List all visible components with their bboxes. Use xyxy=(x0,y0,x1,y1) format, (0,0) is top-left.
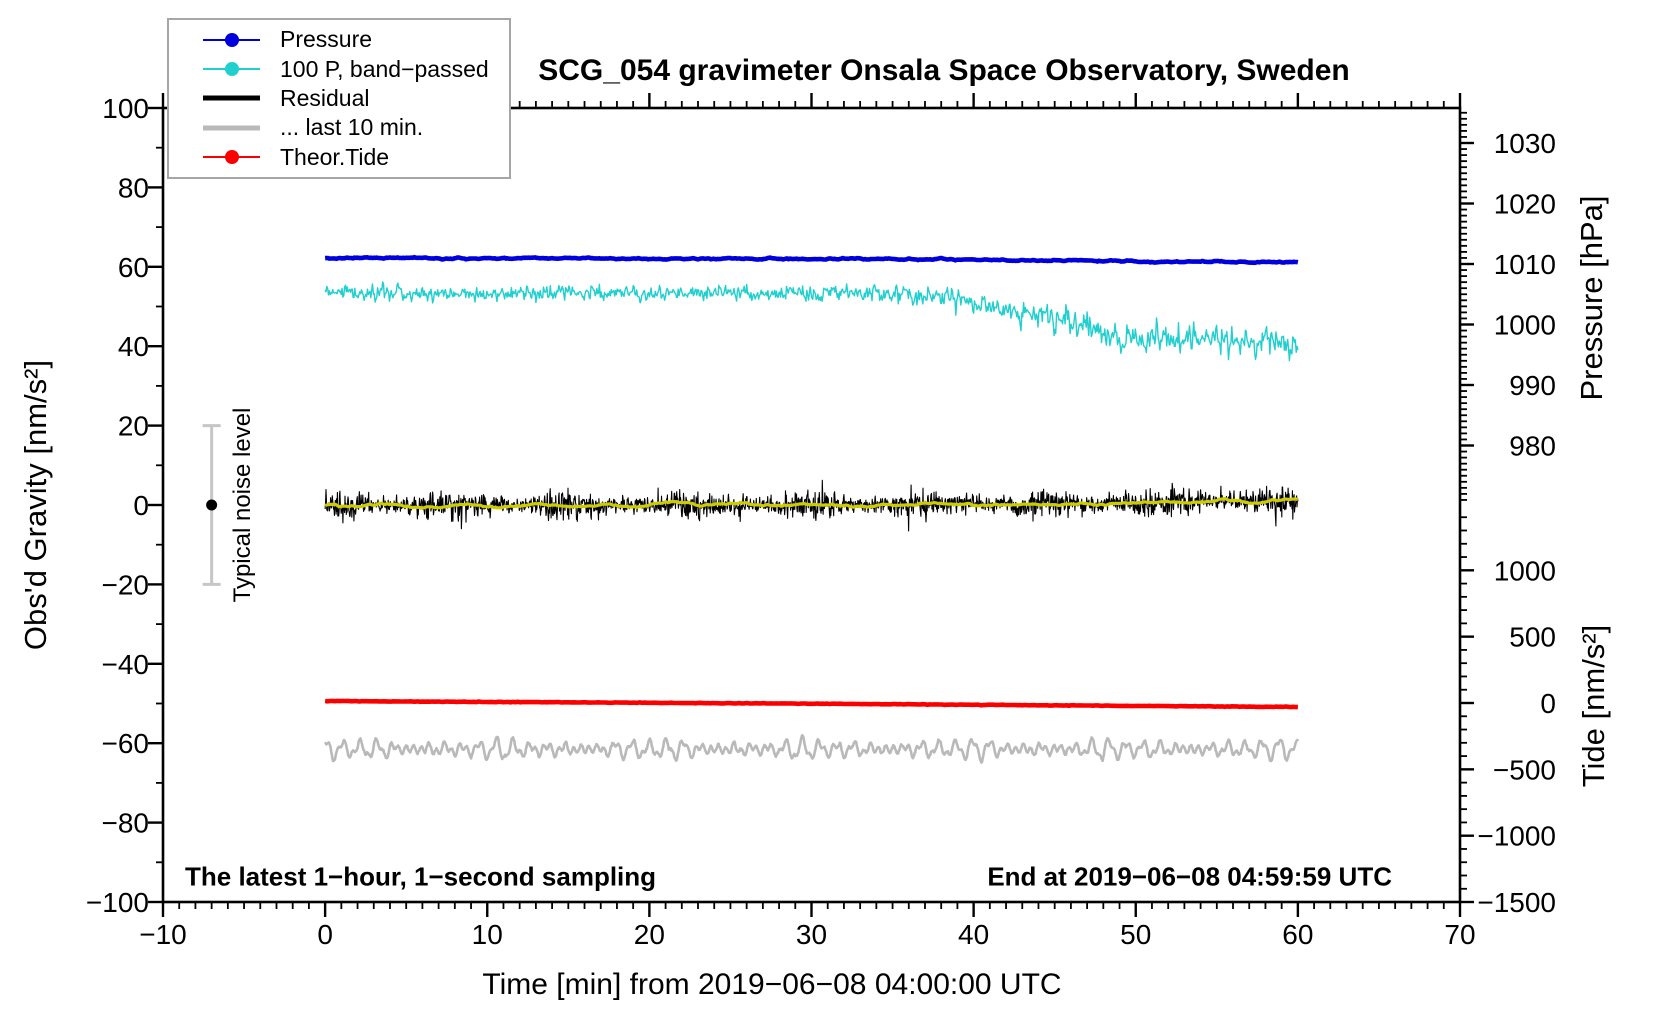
plot-frame xyxy=(161,106,1462,904)
pressure-line xyxy=(324,254,1299,266)
legend-item-band-passed: 100 P, band−passed xyxy=(169,55,509,83)
pressure-line-icon xyxy=(203,30,260,50)
tide-tick-label: −1000 xyxy=(1477,821,1556,852)
legend-item-residual: Residual xyxy=(169,84,509,112)
legend-item-label: 100 P, band−passed xyxy=(280,55,489,82)
theor-tide-line-icon xyxy=(203,147,260,167)
tide-tick-label: −500 xyxy=(1493,754,1556,785)
noise-level-label: Typical noise level xyxy=(229,407,256,603)
gravity-tick-label: 80 xyxy=(118,172,149,203)
tide-tick-label: 0 xyxy=(1540,688,1556,719)
pressure-tick-label: 980 xyxy=(1509,431,1556,462)
legend-item-pressure: Pressure xyxy=(169,26,509,54)
tide-tick-label: 1000 xyxy=(1494,555,1556,586)
pressure-tick-label: 1020 xyxy=(1494,189,1556,220)
x-tick-label: 50 xyxy=(1120,919,1151,950)
last-10-min-line-icon xyxy=(203,118,260,138)
x-tick-label: 70 xyxy=(1444,919,1475,950)
gravity-tick-label: −60 xyxy=(102,728,150,759)
x-tick-label: 30 xyxy=(796,919,827,950)
theor-tide-marker-icon xyxy=(224,150,239,165)
x-axis-title: Time [min] from 2019−06−08 04:00:00 UTC xyxy=(482,968,1062,1001)
pressure-marker-icon xyxy=(224,32,239,47)
page-title: SCG_054 gravimeter Onsala Space Observat… xyxy=(538,54,1350,87)
gravity-tick-label: 0 xyxy=(133,490,149,521)
x-tick-label: 20 xyxy=(634,919,665,950)
gravity-tick-label: 20 xyxy=(118,411,149,442)
pressure-axis-title: Pressure [hPa] xyxy=(1574,195,1609,401)
gravity-tick-label: 40 xyxy=(118,331,149,362)
band-passed-marker-icon xyxy=(224,62,239,77)
legend-item-label: Residual xyxy=(280,84,370,111)
gravity-tick-label: −20 xyxy=(102,569,150,600)
end-time-annotation: End at 2019−06−08 04:59:59 UTC xyxy=(987,861,1392,892)
gravity-tick-label: −80 xyxy=(102,808,150,839)
legend-item-label: Theor.Tide xyxy=(280,143,390,170)
last-10-min-line xyxy=(324,733,1300,764)
noise-level-dot xyxy=(206,499,218,511)
band-passed-line xyxy=(324,281,1299,362)
x-tick-label: 10 xyxy=(472,919,503,950)
pressure-tick-label: 1000 xyxy=(1494,310,1556,341)
gravity-tick-label: 60 xyxy=(118,252,149,283)
x-tick-label: −10 xyxy=(139,919,187,950)
band-passed-line-icon xyxy=(203,59,260,79)
legend-item-label: Pressure xyxy=(280,26,373,53)
sampling-annotation: The latest 1−hour, 1−second sampling xyxy=(185,861,657,892)
pressure-tick-label: 1010 xyxy=(1494,249,1556,280)
noise-level-errorbar xyxy=(202,424,221,586)
tide-tick-label: 500 xyxy=(1509,622,1556,653)
legend: Pressure 100 P, band−passed Residual ... la… xyxy=(167,18,511,179)
theor-tide-line xyxy=(324,698,1298,710)
residual-line-icon xyxy=(203,88,260,108)
x-tick-label: 40 xyxy=(958,919,989,950)
pressure-tick-label: 990 xyxy=(1509,370,1556,401)
y-axis-left-title: Obs'd Gravity [nm/s²] xyxy=(18,359,53,651)
gravity-tick-label: 100 xyxy=(102,93,149,124)
gravity-tick-label: −40 xyxy=(102,649,150,680)
legend-item-theor-tide: Theor.Tide xyxy=(169,143,509,171)
pressure-tick-label: 1030 xyxy=(1494,128,1556,159)
tide-axis-title: Tide [nm/s²] xyxy=(1576,624,1611,788)
gravity-tick-label: −100 xyxy=(86,887,149,918)
legend-item-last-10-min: ... last 10 min. xyxy=(169,114,509,142)
x-tick-label: 60 xyxy=(1282,919,1313,950)
residual-smooth-line xyxy=(324,497,1299,510)
x-tick-label: 0 xyxy=(317,919,333,950)
tide-tick-label: −1500 xyxy=(1477,887,1556,918)
legend-item-label: ... last 10 min. xyxy=(280,114,424,141)
